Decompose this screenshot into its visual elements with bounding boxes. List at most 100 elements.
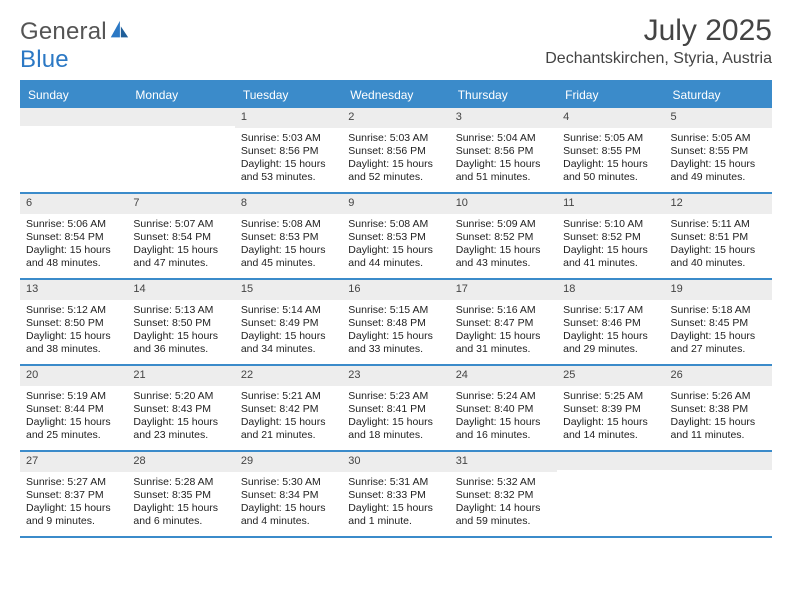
sunrise-text: Sunrise: 5:31 AM xyxy=(348,476,443,489)
day-cell: 5Sunrise: 5:05 AMSunset: 8:55 PMDaylight… xyxy=(665,108,772,192)
daylight-text: Daylight: 15 hours and 48 minutes. xyxy=(26,244,121,270)
daylight-text: Daylight: 15 hours and 44 minutes. xyxy=(348,244,443,270)
day-cell: 7Sunrise: 5:07 AMSunset: 8:54 PMDaylight… xyxy=(127,194,234,278)
sunrise-text: Sunrise: 5:04 AM xyxy=(456,132,551,145)
sunrise-text: Sunrise: 5:19 AM xyxy=(26,390,121,403)
day-number: 10 xyxy=(450,194,557,214)
sunset-text: Sunset: 8:43 PM xyxy=(133,403,228,416)
sunrise-text: Sunrise: 5:15 AM xyxy=(348,304,443,317)
sunset-text: Sunset: 8:38 PM xyxy=(671,403,766,416)
sunset-text: Sunset: 8:33 PM xyxy=(348,489,443,502)
day-cell: 21Sunrise: 5:20 AMSunset: 8:43 PMDayligh… xyxy=(127,366,234,450)
dow-header: Sunday xyxy=(20,82,127,108)
day-cell: 29Sunrise: 5:30 AMSunset: 8:34 PMDayligh… xyxy=(235,452,342,536)
day-cell: 8Sunrise: 5:08 AMSunset: 8:53 PMDaylight… xyxy=(235,194,342,278)
sunrise-text: Sunrise: 5:07 AM xyxy=(133,218,228,231)
sunrise-text: Sunrise: 5:25 AM xyxy=(563,390,658,403)
daylight-text: Daylight: 15 hours and 29 minutes. xyxy=(563,330,658,356)
day-number: 26 xyxy=(665,366,772,386)
day-cell-empty xyxy=(127,108,234,192)
daylight-text: Daylight: 15 hours and 27 minutes. xyxy=(671,330,766,356)
sunrise-text: Sunrise: 5:08 AM xyxy=(241,218,336,231)
day-body: Sunrise: 5:23 AMSunset: 8:41 PMDaylight:… xyxy=(342,386,449,449)
sunset-text: Sunset: 8:52 PM xyxy=(456,231,551,244)
daylight-text: Daylight: 15 hours and 36 minutes. xyxy=(133,330,228,356)
title-block: July 2025 Dechantskirchen, Styria, Austr… xyxy=(545,14,772,68)
day-body: Sunrise: 5:18 AMSunset: 8:45 PMDaylight:… xyxy=(665,300,772,363)
day-number: 3 xyxy=(450,108,557,128)
sunrise-text: Sunrise: 5:21 AM xyxy=(241,390,336,403)
day-body: Sunrise: 5:06 AMSunset: 8:54 PMDaylight:… xyxy=(20,214,127,277)
sunrise-text: Sunrise: 5:13 AM xyxy=(133,304,228,317)
header: General Blue July 2025 Dechantskirchen, … xyxy=(20,14,772,74)
day-number: 4 xyxy=(557,108,664,128)
daylight-text: Daylight: 15 hours and 43 minutes. xyxy=(456,244,551,270)
day-number: 20 xyxy=(20,366,127,386)
day-body: Sunrise: 5:27 AMSunset: 8:37 PMDaylight:… xyxy=(20,472,127,535)
daylight-text: Daylight: 15 hours and 1 minute. xyxy=(348,502,443,528)
sunset-text: Sunset: 8:49 PM xyxy=(241,317,336,330)
daylight-text: Daylight: 15 hours and 25 minutes. xyxy=(26,416,121,442)
sunset-text: Sunset: 8:37 PM xyxy=(26,489,121,502)
daylight-text: Daylight: 15 hours and 23 minutes. xyxy=(133,416,228,442)
sunset-text: Sunset: 8:39 PM xyxy=(563,403,658,416)
daylight-text: Daylight: 15 hours and 41 minutes. xyxy=(563,244,658,270)
sunset-text: Sunset: 8:44 PM xyxy=(26,403,121,416)
day-cell: 26Sunrise: 5:26 AMSunset: 8:38 PMDayligh… xyxy=(665,366,772,450)
day-number: 9 xyxy=(342,194,449,214)
day-cell: 3Sunrise: 5:04 AMSunset: 8:56 PMDaylight… xyxy=(450,108,557,192)
sunset-text: Sunset: 8:55 PM xyxy=(563,145,658,158)
daylight-text: Daylight: 15 hours and 33 minutes. xyxy=(348,330,443,356)
day-number: 17 xyxy=(450,280,557,300)
sunset-text: Sunset: 8:56 PM xyxy=(348,145,443,158)
sunrise-text: Sunrise: 5:18 AM xyxy=(671,304,766,317)
page-title: July 2025 xyxy=(545,14,772,48)
dow-header: Thursday xyxy=(450,82,557,108)
daylight-text: Daylight: 15 hours and 16 minutes. xyxy=(456,416,551,442)
day-body: Sunrise: 5:04 AMSunset: 8:56 PMDaylight:… xyxy=(450,128,557,191)
day-number: 28 xyxy=(127,452,234,472)
day-number: 12 xyxy=(665,194,772,214)
calendar: Sunday Monday Tuesday Wednesday Thursday… xyxy=(20,80,772,538)
daylight-text: Daylight: 15 hours and 6 minutes. xyxy=(133,502,228,528)
location-label: Dechantskirchen, Styria, Austria xyxy=(545,50,772,68)
dow-header: Friday xyxy=(557,82,664,108)
day-body xyxy=(557,470,664,530)
day-cell: 16Sunrise: 5:15 AMSunset: 8:48 PMDayligh… xyxy=(342,280,449,364)
day-body: Sunrise: 5:20 AMSunset: 8:43 PMDaylight:… xyxy=(127,386,234,449)
day-number: 21 xyxy=(127,366,234,386)
day-body: Sunrise: 5:17 AMSunset: 8:46 PMDaylight:… xyxy=(557,300,664,363)
day-body: Sunrise: 5:26 AMSunset: 8:38 PMDaylight:… xyxy=(665,386,772,449)
day-body: Sunrise: 5:14 AMSunset: 8:49 PMDaylight:… xyxy=(235,300,342,363)
day-number: 1 xyxy=(235,108,342,128)
week-row: 27Sunrise: 5:27 AMSunset: 8:37 PMDayligh… xyxy=(20,452,772,538)
day-cell-empty xyxy=(665,452,772,536)
sunset-text: Sunset: 8:50 PM xyxy=(133,317,228,330)
day-cell: 20 Sunrise: 5:19 AMSunset: 8:44 PMDayligh… xyxy=(20,366,127,450)
sunset-text: Sunset: 8:40 PM xyxy=(456,403,551,416)
sunrise-text: Sunrise: 5:23 AM xyxy=(348,390,443,403)
sunrise-text: Sunrise: 5:08 AM xyxy=(348,218,443,231)
sunset-text: Sunset: 8:32 PM xyxy=(456,489,551,502)
daylight-text: Daylight: 15 hours and 47 minutes. xyxy=(133,244,228,270)
daylight-text: Daylight: 15 hours and 18 minutes. xyxy=(348,416,443,442)
day-body: Sunrise: 5:31 AMSunset: 8:33 PMDaylight:… xyxy=(342,472,449,535)
dow-header: Tuesday xyxy=(235,82,342,108)
sunrise-text: Sunrise: 5:11 AM xyxy=(671,218,766,231)
sunset-text: Sunset: 8:50 PM xyxy=(26,317,121,330)
sunset-text: Sunset: 8:53 PM xyxy=(348,231,443,244)
day-number xyxy=(665,452,772,470)
sunset-text: Sunset: 8:48 PM xyxy=(348,317,443,330)
day-body: Sunrise: 5:16 AMSunset: 8:47 PMDaylight:… xyxy=(450,300,557,363)
logo-text-general: General xyxy=(20,18,107,45)
logo-text-blue: Blue xyxy=(20,46,69,73)
day-number: 31 xyxy=(450,452,557,472)
daylight-text: Daylight: 15 hours and 4 minutes. xyxy=(241,502,336,528)
day-cell: 4Sunrise: 5:05 AMSunset: 8:55 PMDaylight… xyxy=(557,108,664,192)
day-body: Sunrise: 5:13 AMSunset: 8:50 PMDaylight:… xyxy=(127,300,234,363)
daylight-text: Daylight: 15 hours and 14 minutes. xyxy=(563,416,658,442)
sunrise-text: Sunrise: 5:10 AM xyxy=(563,218,658,231)
daylight-text: Daylight: 15 hours and 40 minutes. xyxy=(671,244,766,270)
day-number: 27 xyxy=(20,452,127,472)
daylight-text: Daylight: 14 hours and 59 minutes. xyxy=(456,502,551,528)
